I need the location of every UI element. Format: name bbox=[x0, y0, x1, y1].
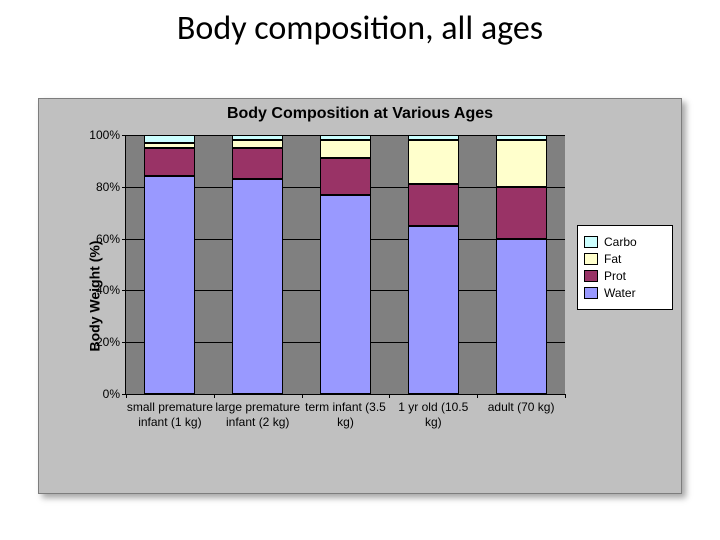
x-tick-mark bbox=[565, 394, 566, 398]
legend-label: Fat bbox=[604, 252, 621, 266]
bar bbox=[320, 135, 371, 394]
y-tick-mark bbox=[122, 135, 126, 136]
legend-item: Water bbox=[584, 286, 666, 300]
x-tick-mark bbox=[126, 394, 127, 398]
plot-area: 0%20%40%60%80%100%small premature infant… bbox=[125, 135, 565, 395]
y-tick-mark bbox=[122, 239, 126, 240]
legend: Carbo Fat Prot Water bbox=[577, 225, 673, 310]
slide: Body composition, all ages Body Composit… bbox=[0, 0, 720, 540]
y-tick-label: 100% bbox=[89, 128, 126, 142]
legend-label: Prot bbox=[604, 269, 626, 283]
bar-segment-fat bbox=[232, 140, 283, 148]
bar-segment-water bbox=[144, 176, 195, 394]
x-tick-mark bbox=[302, 394, 303, 398]
bar bbox=[408, 135, 459, 394]
bar bbox=[232, 135, 283, 394]
bar-segment-water bbox=[496, 239, 547, 394]
bar-segment-fat bbox=[320, 140, 371, 158]
bar bbox=[496, 135, 547, 394]
x-tick-mark bbox=[477, 394, 478, 398]
x-category-label: large premature infant (2 kg) bbox=[214, 394, 302, 430]
legend-swatch bbox=[584, 253, 598, 265]
bar-segment-carbo bbox=[144, 135, 195, 143]
bar bbox=[144, 135, 195, 394]
bar-segment-prot bbox=[144, 148, 195, 176]
y-tick-mark bbox=[122, 187, 126, 188]
legend-item: Carbo bbox=[584, 235, 666, 249]
bar-segment-fat bbox=[408, 140, 459, 184]
x-tick-mark bbox=[214, 394, 215, 398]
x-category-label: 1 yr old (10.5 kg) bbox=[389, 394, 477, 430]
x-category-label: small premature infant (1 kg) bbox=[126, 394, 214, 430]
legend-item: Prot bbox=[584, 269, 666, 283]
legend-swatch bbox=[584, 236, 598, 248]
x-category-label: adult (70 kg) bbox=[477, 394, 565, 415]
legend-swatch bbox=[584, 270, 598, 282]
bar-segment-prot bbox=[232, 148, 283, 179]
bar-segment-prot bbox=[496, 187, 547, 239]
x-category-label: term infant (3.5 kg) bbox=[302, 394, 390, 430]
bar-segment-water bbox=[408, 226, 459, 394]
chart-title: Body Composition at Various Ages bbox=[39, 105, 681, 123]
bar-segment-water bbox=[320, 195, 371, 394]
legend-label: Carbo bbox=[604, 235, 637, 249]
legend-swatch bbox=[584, 287, 598, 299]
bar-segment-prot bbox=[320, 158, 371, 194]
legend-label: Water bbox=[604, 286, 636, 300]
y-tick-mark bbox=[122, 290, 126, 291]
slide-title: Body composition, all ages bbox=[0, 8, 720, 49]
bar-segment-water bbox=[232, 179, 283, 394]
x-tick-mark bbox=[389, 394, 390, 398]
bar-segment-fat bbox=[496, 140, 547, 187]
bar-segment-prot bbox=[408, 184, 459, 225]
legend-item: Fat bbox=[584, 252, 666, 266]
y-tick-mark bbox=[122, 342, 126, 343]
chart-container: Body Composition at Various Ages Body We… bbox=[38, 98, 682, 494]
